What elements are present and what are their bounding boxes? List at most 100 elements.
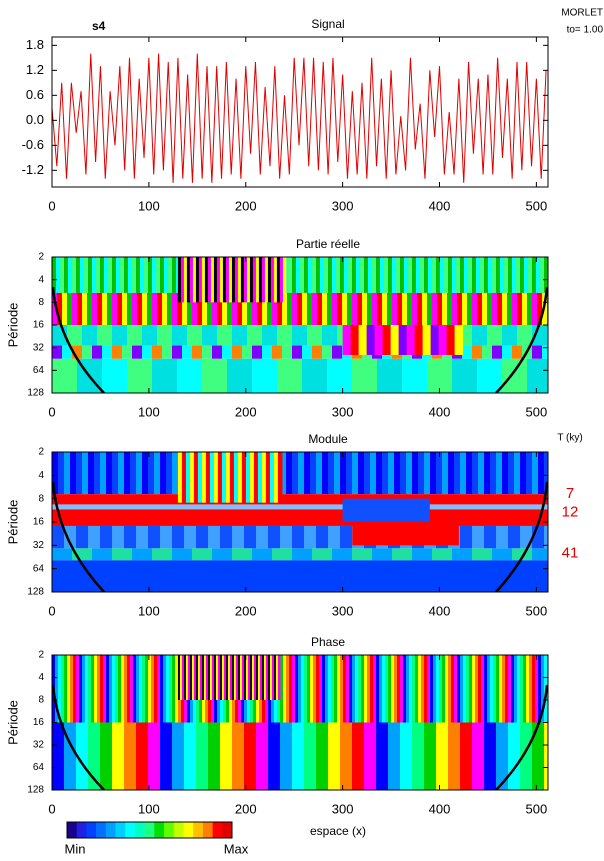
- heat-cell: [499, 655, 503, 723]
- heat-cell: [57, 292, 63, 325]
- heat-cell: [182, 292, 188, 325]
- heat-cell: [102, 292, 108, 325]
- y-tick-label: 8: [38, 493, 44, 504]
- heat-cell: [80, 257, 85, 293]
- heat-cell: [88, 257, 93, 293]
- heat-cell: [452, 292, 458, 325]
- heat-cell: [172, 345, 183, 359]
- heat-cell: [430, 325, 440, 355]
- heat-cell: [430, 452, 437, 495]
- heat-cell: [139, 655, 143, 723]
- heat-cell: [256, 722, 269, 790]
- heat-cell: [428, 257, 433, 293]
- heat-cell: [186, 257, 191, 303]
- heat-cell: [388, 655, 392, 723]
- heat-cell: [447, 292, 453, 325]
- heat-cell: [343, 655, 347, 723]
- heat-cell: [177, 257, 182, 303]
- x-tick-label: 300: [332, 198, 354, 213]
- heat-cell: [462, 292, 468, 325]
- heat-cell: [124, 525, 137, 549]
- cone-of-influence: [495, 481, 548, 592]
- heat-cell: [140, 257, 145, 293]
- heat-cell: [270, 257, 275, 303]
- heat-cell: [202, 292, 208, 325]
- heat-cell: [280, 655, 284, 723]
- heat-cell: [487, 292, 493, 325]
- heat-cell: [346, 655, 350, 723]
- heat-cell: [439, 655, 443, 723]
- heat-cell: [88, 655, 92, 723]
- heat-cell: [508, 525, 521, 549]
- heat-cell: [179, 655, 183, 700]
- heat-cell: [544, 525, 548, 549]
- heat-cell: [520, 722, 533, 790]
- heat-cell: [514, 452, 521, 495]
- heat-cell: [412, 655, 416, 723]
- colorbar-cell: [164, 822, 175, 838]
- heat-cell: [76, 452, 83, 495]
- panel-title: Phase: [311, 635, 345, 649]
- heat-cell: [67, 292, 73, 325]
- heat-cell: [247, 325, 263, 346]
- heat-cell: [462, 345, 473, 359]
- heat-cell: [154, 655, 158, 723]
- heat-cell: [312, 548, 333, 561]
- heat-cell: [496, 722, 509, 790]
- heat-cell: [164, 257, 169, 293]
- heat-cell: [156, 257, 161, 293]
- heat-cell: [64, 525, 77, 549]
- heat-cell: [92, 257, 97, 293]
- heat-cell: [222, 292, 228, 325]
- heat-cell: [357, 292, 363, 325]
- heat-cell: [183, 655, 187, 700]
- heat-cell: [337, 655, 341, 723]
- heat-cell: [177, 452, 183, 503]
- heat-cell: [280, 722, 293, 790]
- heat-cell: [484, 655, 488, 723]
- heat-cell: [532, 655, 536, 723]
- heat-cell: [466, 452, 473, 495]
- heat-cell: [207, 257, 212, 303]
- heat-cell: [124, 452, 131, 495]
- heat-cell: [88, 722, 101, 790]
- heat-cell: [282, 257, 287, 303]
- heat-cell: [273, 257, 278, 303]
- heat-cell: [527, 292, 533, 325]
- colorbar-min: Min: [65, 841, 86, 856]
- colorbar-cell: [222, 822, 233, 838]
- heat-cell: [317, 292, 323, 325]
- heat-cell: [454, 325, 464, 355]
- x-tick-label: 200: [235, 198, 257, 213]
- heat-cell: [253, 655, 257, 700]
- heat-cell: [239, 655, 243, 700]
- heat-cell: [451, 655, 455, 723]
- heat-cell: [352, 522, 459, 546]
- heat-cell: [52, 494, 548, 505]
- heat-cell: [477, 292, 483, 325]
- heat-cell: [52, 452, 59, 495]
- heat-cell: [102, 345, 113, 359]
- heat-cell: [199, 655, 203, 700]
- heat-cell: [112, 345, 123, 359]
- heat-cell: [364, 655, 368, 723]
- heat-cell: [477, 358, 503, 393]
- heat-cell: [100, 452, 107, 495]
- heat-cell: [497, 292, 503, 325]
- heat-cell: [163, 655, 167, 723]
- heat-cell: [252, 548, 273, 561]
- heat-cell: [289, 655, 293, 723]
- heat-cell: [124, 257, 129, 293]
- heat-cell: [409, 655, 413, 723]
- heat-cell: [382, 292, 388, 325]
- heat-cell: [304, 525, 317, 549]
- heat-cell: [424, 452, 431, 495]
- heat-cell: [472, 452, 479, 495]
- heat-cell: [420, 257, 425, 293]
- heat-cell: [232, 292, 238, 325]
- heat-cell: [82, 452, 89, 495]
- heat-cell: [295, 655, 299, 723]
- heat-cell: [302, 358, 328, 393]
- heat-cell: [372, 257, 377, 293]
- heat-cell: [82, 345, 93, 359]
